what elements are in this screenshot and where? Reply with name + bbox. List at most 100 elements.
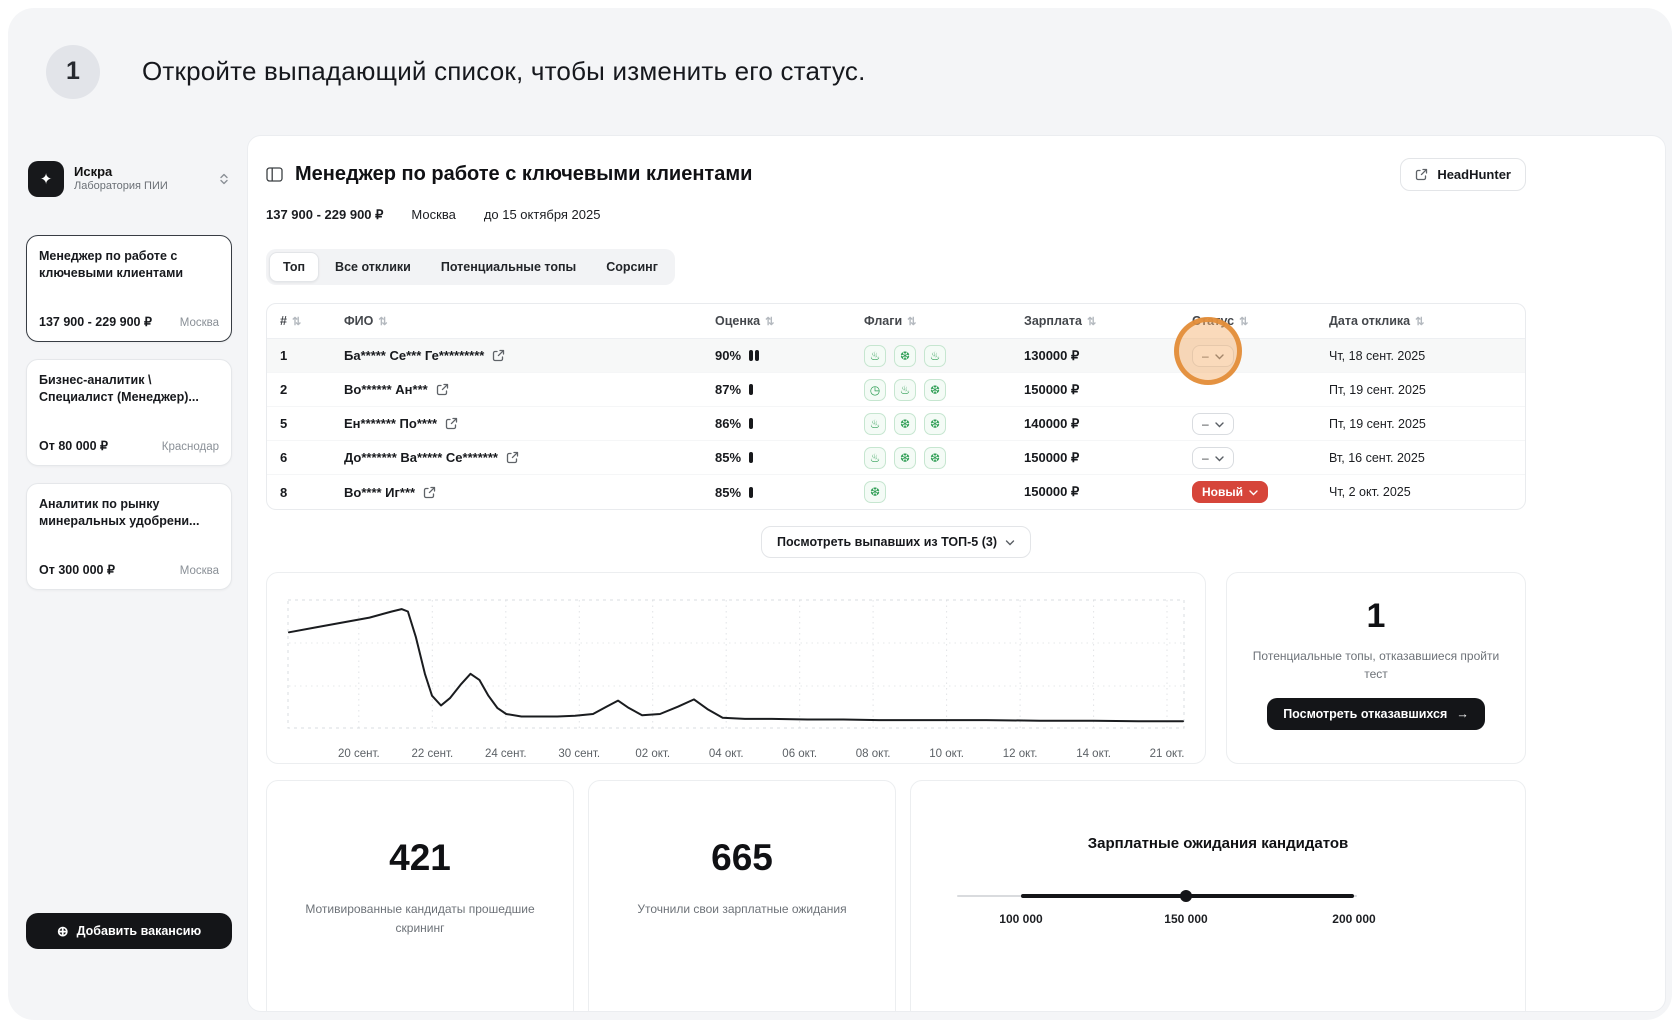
sidebar-toggle-icon[interactable] (266, 167, 283, 182)
candidate-salary: 150000 ₽ (1024, 484, 1080, 499)
snowflake-icon: ❆ (924, 446, 946, 469)
headhunter-button[interactable]: HeadHunter (1400, 158, 1526, 191)
column-label: ФИО (344, 314, 374, 328)
tab-top[interactable]: Топ (269, 252, 320, 282)
column-label: Оценка (715, 314, 761, 328)
column-label: Зарплата (1024, 314, 1082, 328)
vacancy-meta: 137 900 - 229 900 ₽ Москва (39, 314, 219, 329)
column-header-date[interactable]: Дата отклика ⇅ (1329, 314, 1525, 328)
org-name: Искра (74, 164, 113, 179)
chart-plot: 20 сент. 22 сент. 24 сент. 30 сент. 02 окт. 0… (287, 596, 1185, 768)
chart-x-tick: 30 сент. (558, 748, 601, 760)
slider-handle[interactable] (1180, 890, 1192, 902)
chart-x-tick: 24 сент. (484, 748, 527, 760)
vacancy-salary: От 80 000 ₽ (39, 439, 108, 453)
score-bar (749, 350, 753, 361)
external-link-icon[interactable] (492, 349, 505, 362)
chevrons-up-down-icon (218, 172, 230, 186)
status-dropdown[interactable]: – (1192, 412, 1234, 435)
candidate-score: 87% (715, 382, 742, 397)
column-header-score[interactable]: Оценка ⇅ (715, 314, 864, 328)
status-value: – (1202, 416, 1209, 431)
chart-x-tick: 02 окт. (635, 748, 671, 760)
stat-card-salary-clarified: 665 Уточнили свои зарплатные ожидания (588, 780, 896, 1011)
candidate-score: 85% (715, 450, 742, 465)
vacancy-city: Москва (179, 317, 219, 329)
candidate-name-cell: Во**** Иг*** (344, 485, 715, 500)
candidate-salary: 150000 ₽ (1024, 449, 1080, 465)
candidate-salary: 130000 ₽ (1024, 347, 1080, 363)
status-badge-new[interactable]: Новый (1192, 481, 1268, 503)
table-row: 8 Во**** Иг*** 85% ❆ 150000 ₽ Новый Чт, … (267, 475, 1525, 509)
candidate-score-cell: 85% (715, 485, 864, 500)
stat-value: 665 (711, 837, 773, 878)
snowflake-icon: ❆ (894, 344, 916, 367)
response-date: Пт, 19 сент. 2025 (1329, 382, 1426, 397)
add-vacancy-label: Добавить вакансию (76, 924, 202, 938)
column-header-name[interactable]: ФИО ⇅ (344, 314, 715, 328)
column-header-salary[interactable]: Зарплата ⇅ (1024, 314, 1192, 328)
candidate-score: 90% (715, 348, 742, 363)
candidate-flags: ♨ ❆ ♨ (864, 344, 1024, 367)
candidate-score-cell: 85% (715, 450, 864, 465)
refused-text: Потенциальные топы, отказавшиеся пройти … (1252, 649, 1500, 681)
sort-icon: ⇅ (1239, 315, 1249, 328)
fire-icon: ♨ (864, 446, 886, 469)
chart-x-tick: 04 окт. (708, 748, 744, 760)
status-cell: Новый (1192, 481, 1329, 503)
score-bar (749, 384, 753, 395)
response-date: Пт, 19 сент. 2025 (1329, 416, 1426, 431)
score-bars (749, 486, 753, 498)
candidate-number: 6 (280, 450, 288, 465)
show-dropped-button[interactable]: Посмотреть выпавших из ТОП-5 (3) (761, 526, 1031, 558)
snowflake-icon: ❆ (894, 412, 916, 435)
org-selector[interactable]: ✦ Искра Лаборатория ПИИ (26, 161, 232, 197)
vacancy-card-2[interactable]: Бизнес-аналитик \ Специалист (Менеджер).… (26, 359, 232, 466)
status-dropdown[interactable]: – (1192, 446, 1234, 469)
chart-x-tick: 12 окт. (1002, 748, 1038, 760)
response-date: Вт, 16 сент. 2025 (1329, 450, 1425, 465)
table-row: 5 Ен******* По**** 86% ♨ ❆ ❆ 140000 ₽ – Пт… (267, 407, 1525, 441)
column-header-status[interactable]: Статус ⇅ (1192, 314, 1329, 328)
table-row: 6 До******* Ва***** Се******* 85% ♨ ❆ ❆ 15… (267, 441, 1525, 475)
add-vacancy-button[interactable]: ⊕ Добавить вакансию (26, 913, 232, 949)
candidate-score-cell: 86% (715, 416, 864, 431)
vacancy-city: Краснодар (161, 441, 219, 453)
external-link-icon[interactable] (436, 383, 449, 396)
candidate-name: До******* Ва***** Се******* (344, 450, 498, 465)
city: Москва (411, 207, 456, 222)
chart-x-axis: 20 сент. 22 сент. 24 сент. 30 сент. 02 окт. 0… (287, 748, 1185, 768)
headhunter-label: HeadHunter (1437, 167, 1511, 182)
candidate-flags: ❆ (864, 481, 1024, 503)
column-header-flags[interactable]: Флаги ⇅ (864, 314, 1024, 328)
page-title: Менеджер по работе с ключевыми клиентами (295, 163, 753, 185)
tutorial-text: Откройте выпадающий список, чтобы измени… (142, 56, 866, 86)
tab-all-responses[interactable]: Все отклики (321, 252, 425, 282)
snowflake-icon: ❆ (864, 481, 886, 503)
external-link-icon[interactable] (506, 451, 519, 464)
candidate-score: 86% (715, 416, 742, 431)
chevron-down-icon (1214, 451, 1224, 465)
vacancy-title: Менеджер по работе с ключевыми клиентами (39, 249, 184, 280)
view-refused-button[interactable]: Посмотреть отказавшихся → (1267, 698, 1485, 730)
candidate-number: 5 (280, 416, 288, 431)
column-header-num[interactable]: # ⇅ (280, 314, 344, 328)
snowflake-icon: ❆ (924, 412, 946, 435)
chevron-down-icon (1214, 417, 1224, 431)
score-bars (749, 418, 753, 429)
candidate-score: 85% (715, 484, 742, 500)
external-link-icon[interactable] (445, 417, 458, 430)
vacancy-card-3[interactable]: Аналитик по рынку минеральных удобрени..… (26, 483, 232, 590)
score-bar (749, 486, 753, 498)
status-dropdown[interactable]: – (1192, 344, 1234, 367)
candidate-name-cell: Во****** Ан*** (344, 382, 715, 397)
response-date: Чт, 18 сент. 2025 (1329, 348, 1426, 363)
vacancy-card-1[interactable]: Менеджер по работе с ключевыми клиентами… (26, 235, 232, 342)
tab-sourcing[interactable]: Сорсинг (592, 252, 672, 282)
candidate-number: 1 (280, 348, 288, 363)
vacancy-meta: От 300 000 ₽ Москва (39, 562, 219, 577)
page-header: Менеджер по работе с ключевыми клиентами… (266, 158, 1526, 191)
candidate-name-cell: До******* Ва***** Се******* (344, 450, 715, 465)
external-link-icon[interactable] (423, 486, 436, 499)
tab-potential-tops[interactable]: Потенциальные топы (427, 252, 590, 282)
